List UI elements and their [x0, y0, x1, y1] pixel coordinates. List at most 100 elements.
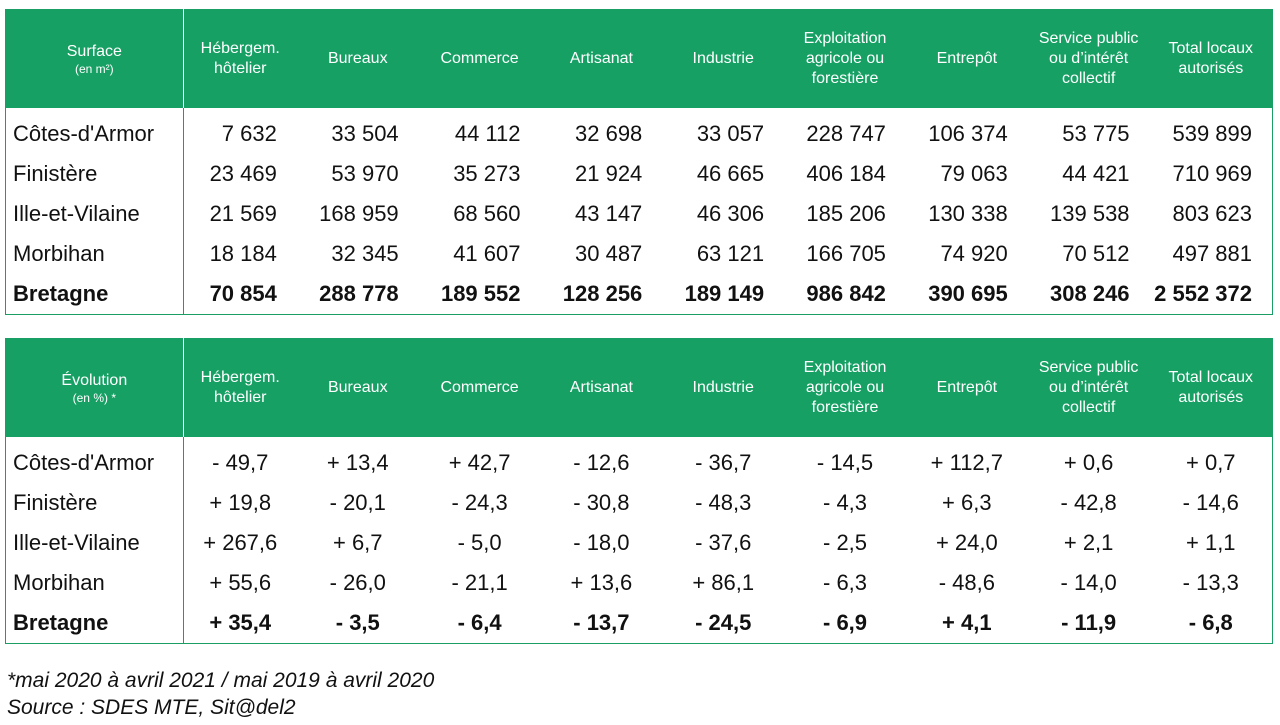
value-cell: 43 147 — [575, 201, 643, 226]
table-row: Morbihan 18 184 32 345 41 607 30 487 63 121 16… — [5, 234, 1273, 274]
value-cell: - 6,3 — [823, 570, 868, 595]
value-cell: 41 607 — [453, 241, 521, 266]
value-cell: 539 899 — [1172, 121, 1252, 146]
surface-header-row: Surface (en m²) Hébergem. hôtelier Burea… — [5, 9, 1273, 108]
table-row: Morbihan + 55,6 - 26,0 - 21,1 + 13,6 + 86,1 - … — [5, 563, 1273, 603]
value-cell: - 20,1 — [329, 490, 386, 515]
surface-table-body: Côtes-d'Armor 7 632 33 504 44 112 32 698 33 0… — [5, 108, 1273, 315]
table-row: Finistère + 19,8 - 20,1 - 24,3 - 30,8 - 48,3 -… — [5, 483, 1273, 523]
column-header: Total locaux autorisés — [1149, 338, 1273, 437]
value-cell: - 12,6 — [573, 450, 630, 475]
value-cell: - 11,9 — [1061, 610, 1117, 635]
value-cell: - 4,3 — [823, 490, 868, 515]
table-row: Côtes-d'Armor - 49,7 + 13,4 + 42,7 - 12,6 - 3… — [5, 437, 1273, 483]
value-cell: - 37,6 — [695, 530, 752, 555]
column-header: Industrie — [662, 338, 785, 437]
value-cell: 166 705 — [806, 241, 886, 266]
value-cell: 710 969 — [1172, 161, 1252, 186]
column-header: Hébergem. hôtelier — [183, 338, 297, 437]
value-cell: - 14,5 — [816, 450, 874, 475]
value-cell: 46 306 — [696, 201, 765, 226]
table-row: Ille-et-Vilaine 21 569 168 959 68 560 43 147… — [5, 194, 1273, 234]
region-cell: Finistère — [5, 483, 184, 523]
value-cell: 986 842 — [806, 281, 886, 306]
value-cell: - 14,6 — [1182, 490, 1239, 515]
region-cell: Ille-et-Vilaine — [5, 523, 184, 563]
value-cell: 33 504 — [331, 121, 399, 146]
value-cell: 68 560 — [453, 201, 521, 226]
column-header: Service public ou d’intérêt collectif — [1027, 9, 1150, 108]
value-cell: + 267,6 — [203, 530, 278, 555]
value-cell: - 5,0 — [457, 530, 502, 555]
column-header: Artisanat — [540, 9, 663, 108]
value-cell: 70 854 — [209, 281, 277, 306]
value-cell: - 42,8 — [1060, 490, 1117, 515]
surface-table: Surface (en m²) Hébergem. hôtelier Burea… — [5, 9, 1273, 315]
value-cell: 288 778 — [319, 281, 399, 306]
value-cell: - 13,7 — [573, 610, 630, 635]
value-cell: 189 149 — [684, 281, 765, 306]
value-cell: - 13,3 — [1182, 570, 1239, 595]
value-cell: + 35,4 — [209, 610, 272, 635]
value-cell: + 112,7 — [930, 450, 1004, 475]
value-cell: + 13,4 — [326, 450, 389, 475]
value-cell: 23 469 — [209, 161, 277, 186]
value-cell: - 6,8 — [1188, 610, 1233, 635]
column-header: Industrie — [662, 9, 785, 108]
value-cell: - 14,0 — [1060, 570, 1117, 595]
column-header: Exploitation agricole ou forestière — [784, 9, 906, 108]
evolution-header-title: Évolution (en %) * — [5, 338, 184, 437]
region-cell: Morbihan — [5, 234, 184, 274]
value-cell: - 2,5 — [823, 530, 868, 555]
value-cell: + 6,7 — [332, 530, 383, 555]
evolution-table: Évolution (en %) * Hébergem. hôtelier Bu… — [5, 338, 1273, 644]
value-cell: 2 552 372 — [1154, 281, 1252, 306]
value-cell: - 6,9 — [823, 610, 868, 635]
value-cell: 30 487 — [575, 241, 643, 266]
region-cell: Ille-et-Vilaine — [5, 194, 184, 234]
value-cell: - 49,7 — [212, 450, 269, 475]
table-row: Bretagne + 35,4 - 3,5 - 6,4 - 13,7 - 24,5 - 6,… — [5, 603, 1273, 644]
value-cell: 53 775 — [1062, 121, 1130, 146]
evolution-header-row: Évolution (en %) * Hébergem. hôtelier Bu… — [5, 338, 1273, 437]
value-cell: 79 063 — [940, 161, 1008, 186]
value-cell: 139 538 — [1050, 201, 1130, 226]
column-header: Commerce — [418, 338, 541, 437]
value-cell: 228 747 — [806, 121, 886, 146]
table-row: Finistère 23 469 53 970 35 273 21 924 46 665 4… — [5, 154, 1273, 194]
value-cell: 185 206 — [806, 201, 886, 226]
region-cell: Morbihan — [5, 563, 184, 603]
column-header: Hébergem. hôtelier — [183, 9, 297, 108]
column-header: Total locaux autorisés — [1149, 9, 1273, 108]
value-cell: 803 623 — [1172, 201, 1252, 226]
footnote-source: Source : SDES MTE, Sit@del2 — [7, 696, 296, 719]
table-row: Ille-et-Vilaine + 267,6 + 6,7 - 5,0 - 18,0 - … — [5, 523, 1273, 563]
region-cell: Côtes-d'Armor — [5, 437, 184, 483]
value-cell: 44 112 — [454, 121, 521, 146]
value-cell: - 26,0 — [329, 570, 386, 595]
value-cell: 308 246 — [1050, 281, 1130, 306]
value-cell: 18 184 — [209, 241, 277, 266]
value-cell: + 2,1 — [1063, 530, 1114, 555]
value-cell: - 3,5 — [335, 610, 380, 635]
value-cell: 390 695 — [928, 281, 1008, 306]
value-cell: - 24,5 — [695, 610, 752, 635]
value-cell: 106 374 — [928, 121, 1008, 146]
column-header: Exploitation agricole ou forestière — [784, 338, 906, 437]
value-cell: 21 924 — [575, 161, 643, 186]
value-cell: - 30,8 — [573, 490, 630, 515]
value-cell: 74 920 — [940, 241, 1008, 266]
value-cell: 32 698 — [575, 121, 643, 146]
value-cell: 7 632 — [221, 121, 277, 146]
evolution-title-label: Évolution — [61, 371, 128, 389]
column-header: Entrepôt — [905, 338, 1028, 437]
value-cell: + 42,7 — [448, 450, 511, 475]
region-cell: Bretagne — [5, 274, 184, 315]
column-header: Bureaux — [296, 338, 419, 437]
value-cell: 128 256 — [562, 281, 643, 306]
evolution-unit-label: (en %) * — [72, 390, 116, 405]
value-cell: + 24,0 — [935, 530, 998, 555]
value-cell: + 1,1 — [1186, 530, 1236, 555]
column-header: Artisanat — [540, 338, 663, 437]
value-cell: 32 345 — [331, 241, 399, 266]
